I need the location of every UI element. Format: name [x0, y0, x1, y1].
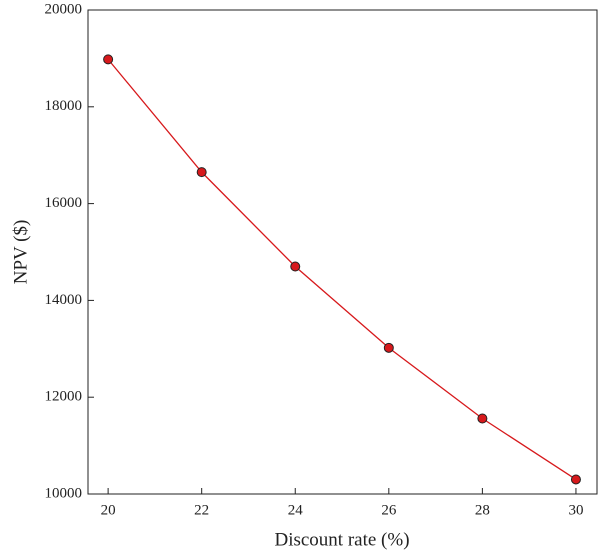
- y-tick-label: 12000: [45, 389, 83, 405]
- x-tick-label: 24: [288, 502, 304, 518]
- marker: [103, 54, 114, 65]
- y-tick-label: 20000: [45, 1, 83, 17]
- x-tick-label: 26: [381, 502, 397, 518]
- y-tick-label: 14000: [45, 292, 83, 308]
- x-tick-label: 20: [101, 502, 116, 518]
- x-tick-label: 28: [475, 502, 490, 518]
- marker: [196, 167, 207, 178]
- marker: [290, 261, 301, 272]
- marker: [477, 413, 488, 424]
- y-tick-label: 16000: [45, 195, 83, 211]
- x-tick-label: 30: [568, 502, 583, 518]
- line: [107, 58, 577, 481]
- x-tick-label: 22: [194, 502, 209, 518]
- y-axis-title: NPV ($): [10, 220, 31, 285]
- x-axis-title: Discount rate (%): [274, 529, 409, 550]
- y-tick-label: 18000: [45, 98, 83, 114]
- plot-frame: [87, 9, 598, 495]
- marker: [383, 342, 394, 353]
- marker: [570, 474, 581, 485]
- y-tick-label: 10000: [45, 485, 83, 501]
